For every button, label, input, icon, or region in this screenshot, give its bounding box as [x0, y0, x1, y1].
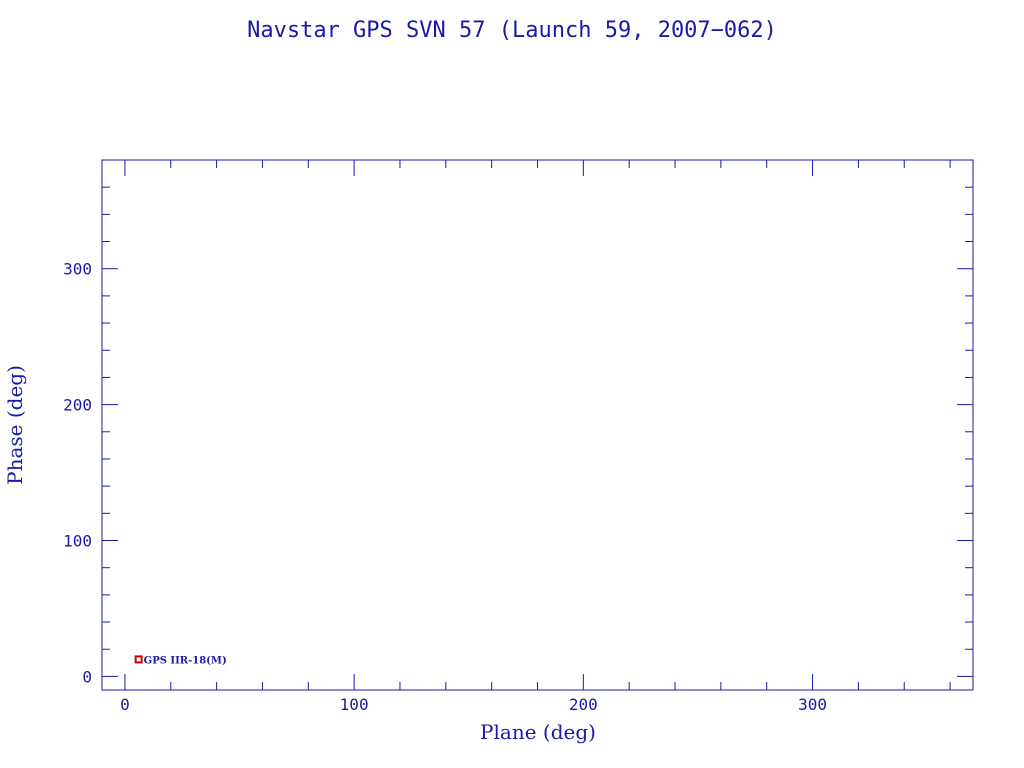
x-tick-label: 300: [798, 695, 827, 714]
x-tick-label: 0: [120, 695, 130, 714]
y-tick-label: 100: [63, 532, 92, 551]
plot-frame: [101, 159, 974, 691]
y-tick-label: 200: [63, 396, 92, 415]
x-axis-label: Plane (deg): [480, 720, 596, 744]
y-tick-label: 300: [63, 260, 92, 279]
chart-title: Navstar GPS SVN 57 (Launch 59, 2007−062): [247, 18, 777, 43]
data-point-label: GPS IIR-18(M): [144, 655, 227, 666]
x-tick-label: 200: [569, 695, 598, 714]
y-axis-label: Phase (deg): [3, 365, 27, 485]
y-tick-label: 0: [82, 667, 92, 686]
x-tick-label: 100: [340, 695, 369, 714]
data-point: [134, 655, 143, 664]
